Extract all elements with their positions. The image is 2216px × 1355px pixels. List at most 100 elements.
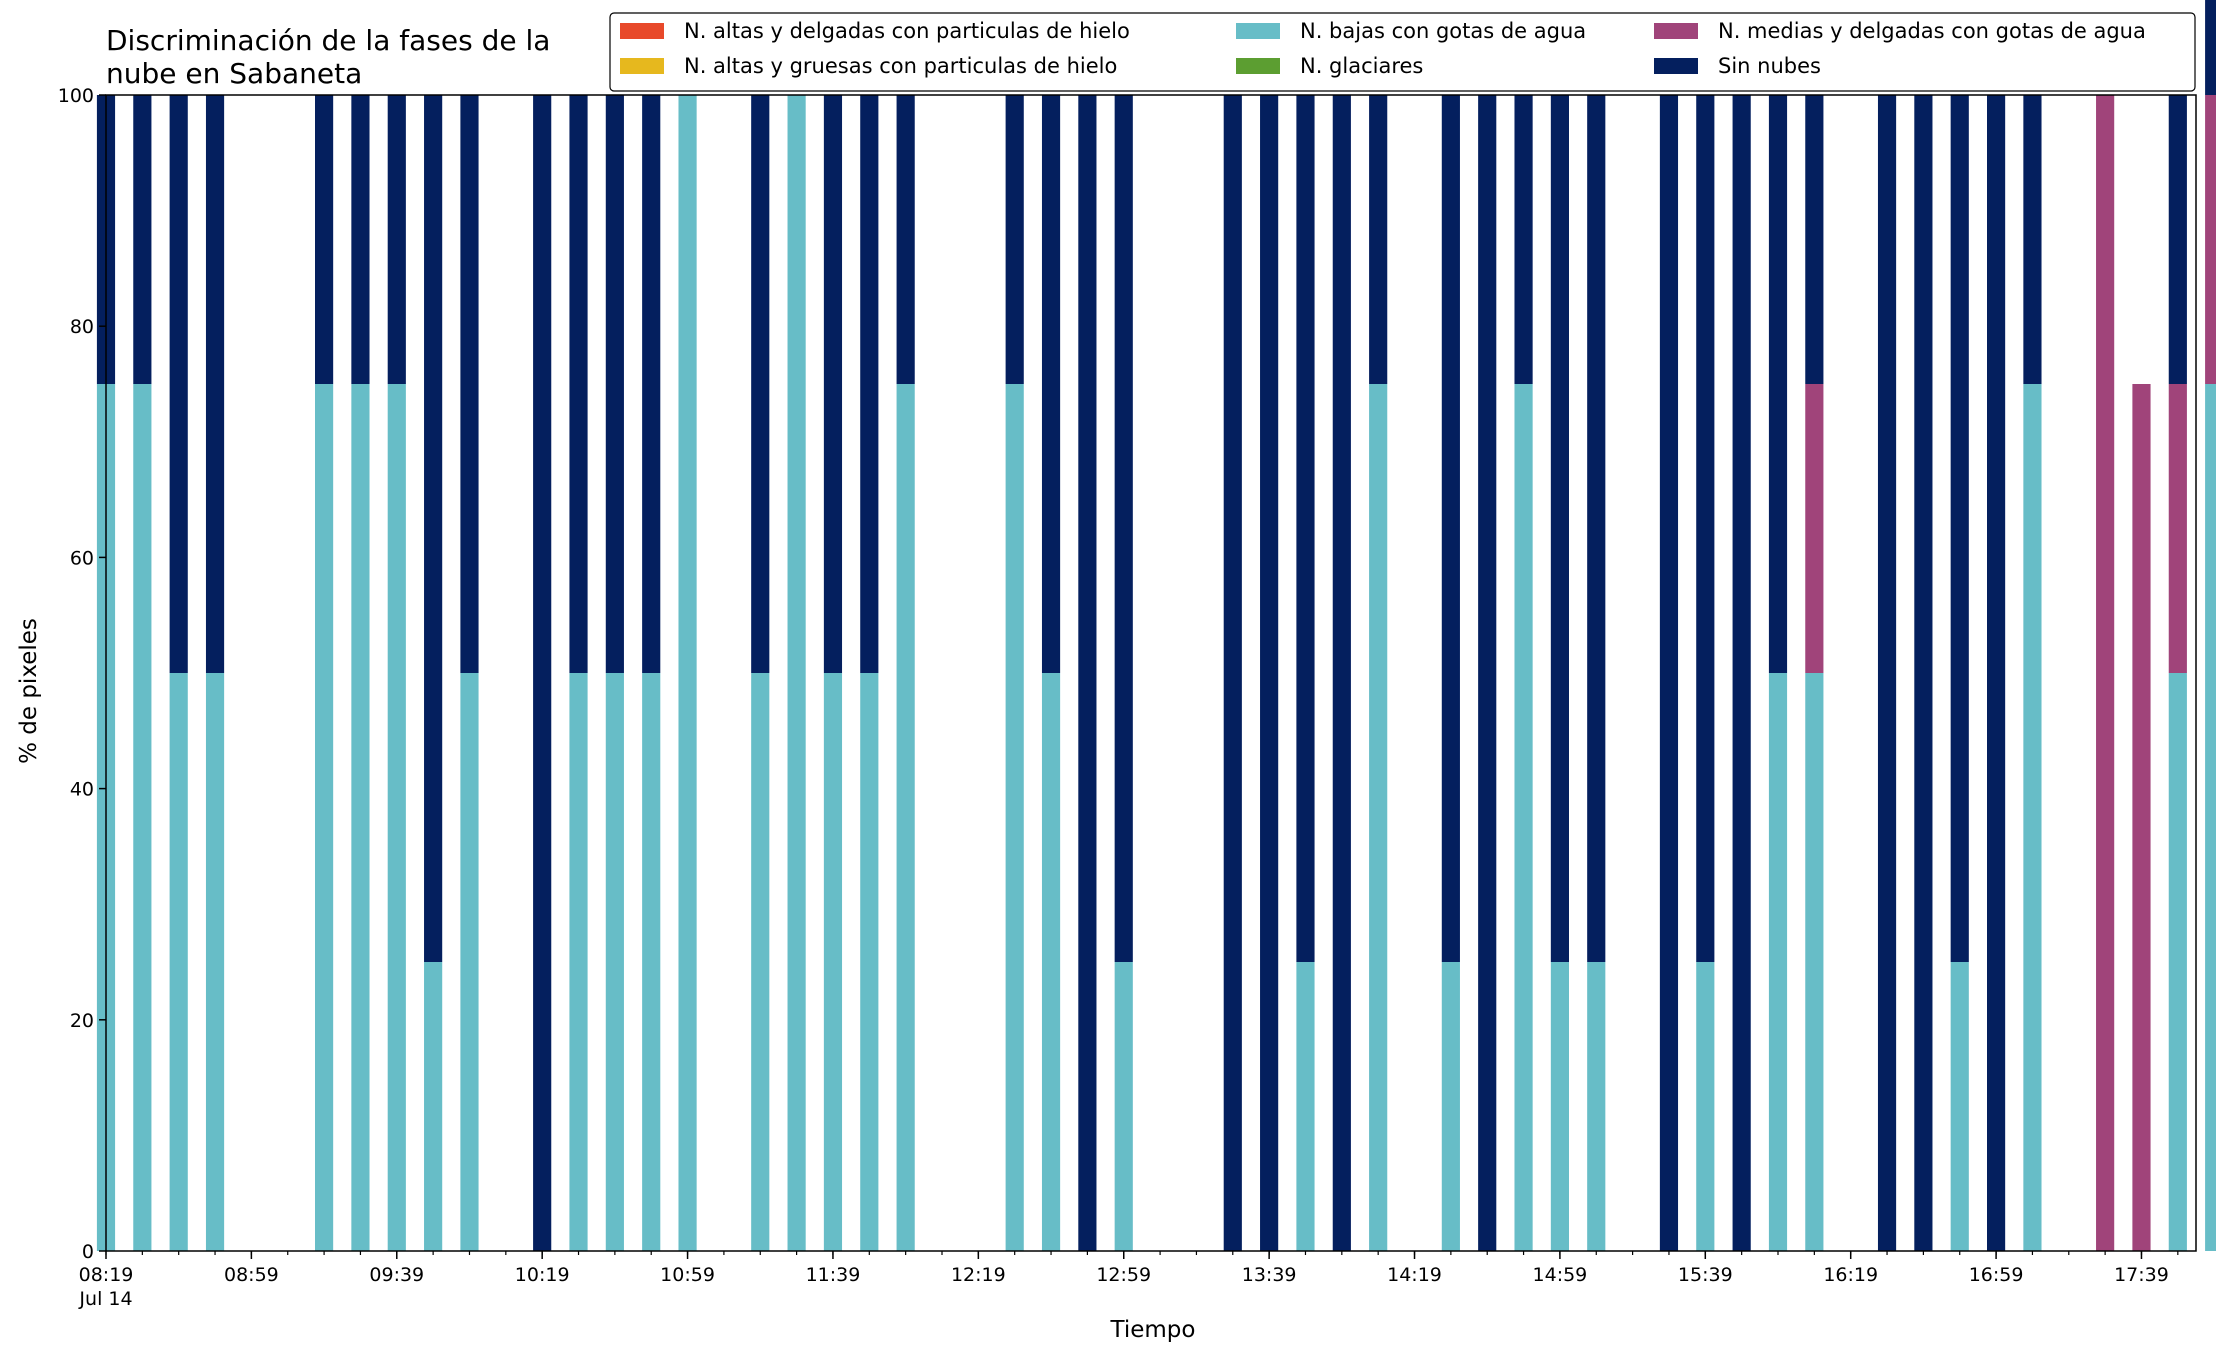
bar-segment-1119-series-5 <box>751 95 770 673</box>
y-tick-label: 60 <box>70 547 94 569</box>
bar-segment-0949-series-5 <box>424 95 443 962</box>
x-tick-label: 16:59 <box>1969 1264 2024 1286</box>
x-tick-label: 09:39 <box>369 1264 424 1286</box>
x-tick-label: 08:59 <box>224 1264 279 1286</box>
bar-segment-1659-series-5 <box>1987 95 2006 1251</box>
bar-segment-1409-series-5 <box>1369 95 1388 384</box>
bar-segment-1039-series-5 <box>605 95 624 673</box>
chart-title-line-2: nube en Sabaneta <box>106 57 362 90</box>
bar-segment-1539-series-2 <box>1696 962 1715 1251</box>
bar-segment-1159-series-5 <box>896 95 915 384</box>
bar-segment-1059-series-2 <box>678 95 697 1251</box>
bar-segment-1019-series-5 <box>533 95 552 1251</box>
bar-segment-1229-series-2 <box>1005 384 1024 1251</box>
bar-segment-1559-series-2 <box>1768 673 1788 1251</box>
legend-swatch-5 <box>1654 58 1698 74</box>
legend: N. altas y delgadas con particulas de hi… <box>609 12 2196 92</box>
x-tick-label: 17:39 <box>2114 1264 2169 1286</box>
x-tick-label: 12:59 <box>1096 1264 1151 1286</box>
bar-segment-0949-series-2 <box>424 962 443 1251</box>
bar-segment-1259-series-2 <box>1114 962 1133 1251</box>
legend-swatch-4 <box>1654 23 1698 39</box>
bar-segment-1709-series-2 <box>2023 384 2042 1251</box>
bar-segment-0939-series-2 <box>387 384 406 1251</box>
legend-entry-5: Sin nubes <box>1718 54 1821 78</box>
x-tick-label: 13:39 <box>1242 1264 1297 1286</box>
bar-segment-0849-series-2 <box>205 673 225 1251</box>
bar-segment-1149-series-5 <box>860 95 879 673</box>
bar-segment-1229-series-5 <box>1005 95 1024 384</box>
legend-swatch-3 <box>1236 58 1280 74</box>
bar-segment-1149-series-2 <box>860 673 879 1251</box>
bar-segment-0839-series-5 <box>169 95 188 673</box>
x-tick-label: 15:39 <box>1678 1264 1733 1286</box>
bar-segment-1429-series-2 <box>1441 962 1460 1251</box>
bar-segment-0919-series-2 <box>315 384 334 1251</box>
bar-segment-1129-series-2 <box>787 95 806 1251</box>
bars <box>96 0 2216 1251</box>
bar-segment-1709-series-5 <box>2023 95 2042 384</box>
x-tick-label: 08:19 <box>79 1264 134 1286</box>
bar-segment-0829-series-2 <box>133 384 152 1251</box>
bar-segment-1609-series-4 <box>1805 384 1824 673</box>
x-tick-label: 11:39 <box>806 1264 861 1286</box>
x-tick-label: 10:59 <box>660 1264 715 1286</box>
bar-segment-1749-series-5 <box>2168 95 2187 384</box>
legend-entry-2: N. bajas con gotas de agua <box>1300 19 1586 43</box>
legend-entry-1: N. altas y gruesas con particulas de hie… <box>684 54 1117 78</box>
y-axis-label: % de pixeles <box>16 618 42 764</box>
x-tick-label: 12:19 <box>951 1264 1006 1286</box>
bar-segment-1029-series-2 <box>569 673 588 1251</box>
x-axis-label: Tiempo <box>1110 1317 1196 1343</box>
legend-entry-3: N. glaciares <box>1300 54 1423 78</box>
bar-segment-1119-series-2 <box>751 673 770 1251</box>
bar-segment-1439-series-5 <box>1478 95 1497 1251</box>
bar-segment-1049-series-2 <box>642 673 661 1251</box>
bar-segment-1529-series-5 <box>1659 95 1679 1251</box>
bar-segment-1359-series-5 <box>1332 95 1351 1251</box>
legend-frame <box>609 12 2196 92</box>
legend-entry-4: N. medias y delgadas con gotas de agua <box>1718 19 2146 43</box>
y-tick-label: 40 <box>70 779 94 801</box>
bar-segment-1239-series-5 <box>1041 95 1061 673</box>
bar-segment-1549-series-5 <box>1732 95 1751 1251</box>
bar-segment-1649-series-5 <box>1950 95 1969 962</box>
bar-segment-1249-series-5 <box>1078 95 1097 1251</box>
legend-swatch-0 <box>620 23 664 39</box>
bar-segment-1759-series-4 <box>2205 95 2216 384</box>
bar-segment-1349-series-2 <box>1296 962 1315 1251</box>
bar-segment-1729-series-4 <box>2096 95 2115 1251</box>
bar-segment-1139-series-5 <box>823 95 843 673</box>
y-tick-label: 100 <box>58 85 94 107</box>
bar-segment-0849-series-5 <box>205 95 225 673</box>
bar-segment-0829-series-5 <box>133 95 152 384</box>
legend-swatch-1 <box>620 58 664 74</box>
y-tick-label: 20 <box>70 1010 94 1032</box>
bar-segment-1459-series-2 <box>1550 962 1569 1251</box>
x-tick-label: 14:59 <box>1533 1264 1588 1286</box>
bar-segment-0959-series-2 <box>460 673 479 1251</box>
x-tick-label: 16:19 <box>1823 1264 1878 1286</box>
bar-segment-1749-series-4 <box>2168 384 2187 673</box>
bar-segment-1609-series-5 <box>1805 95 1824 384</box>
bar-segment-0839-series-2 <box>169 673 188 1251</box>
bar-segment-1159-series-2 <box>896 384 915 1251</box>
legend-entry-0: N. altas y delgadas con particulas de hi… <box>684 19 1130 43</box>
bar-segment-0929-series-5 <box>351 95 370 384</box>
chart-title-line-1: Discriminación de la fases de la <box>106 24 550 57</box>
bar-segment-1639-series-5 <box>1914 95 1933 1251</box>
bar-segment-1649-series-2 <box>1950 962 1969 1251</box>
bar-segment-1339-series-5 <box>1260 95 1279 1251</box>
bar-segment-1049-series-5 <box>642 95 661 673</box>
bar-segment-1449-series-2 <box>1514 384 1533 1251</box>
bar-segment-0939-series-5 <box>387 95 406 384</box>
bar-segment-0959-series-5 <box>460 95 479 673</box>
bar-segment-1449-series-5 <box>1514 95 1533 384</box>
bar-segment-1329-series-5 <box>1223 95 1242 1251</box>
bar-segment-1629-series-5 <box>1877 95 1897 1251</box>
bar-segment-1609-series-2 <box>1805 673 1824 1251</box>
y-tick-label: 0 <box>82 1241 94 1263</box>
bar-segment-1749-series-2 <box>2168 673 2187 1251</box>
